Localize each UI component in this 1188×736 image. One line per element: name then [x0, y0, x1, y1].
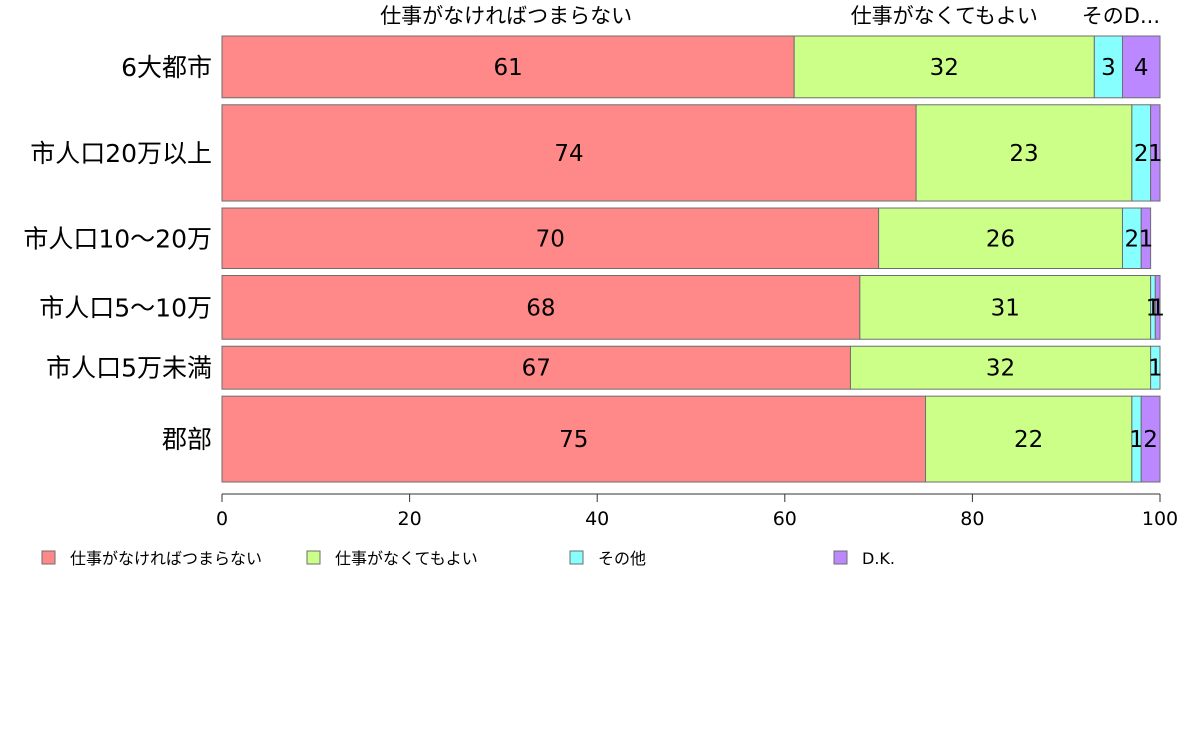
category-label: 市人口5万未満 [46, 354, 212, 383]
legend-label: D.K. [862, 549, 895, 568]
bar-value-label: 2 [1134, 141, 1149, 167]
legend-swatch [569, 550, 584, 565]
bar-value-label: 22 [1014, 427, 1043, 453]
legend-swatch [306, 550, 321, 565]
bar-segment [793, 35, 1095, 99]
bar-value-label: 68 [526, 295, 555, 321]
legend-label: 仕事がなくてもよい [335, 549, 478, 568]
bar-segment [1140, 395, 1161, 483]
bar-segment [849, 345, 1152, 390]
bar-value-label: 1 [1148, 141, 1163, 167]
bar-value-label: 3 [1101, 55, 1116, 81]
bar-value-label: 1 [1148, 356, 1163, 382]
bar-value-label: 23 [1009, 141, 1038, 167]
bar-segment [1154, 275, 1161, 340]
x-tick-label: 0 [216, 508, 228, 530]
bar-value-label: 4 [1134, 55, 1149, 81]
bar-value-label: 61 [493, 55, 522, 81]
bar-value-label: 32 [986, 356, 1015, 382]
bar-segment [915, 104, 1133, 202]
top-label: そのD... [1082, 4, 1160, 28]
bar-segment [1121, 35, 1161, 99]
legend: 仕事がなければつまらない 仕事がなくてもよい その他 D.K. [41, 549, 895, 568]
bar-value-label: 74 [554, 141, 583, 167]
category-label: 市人口5〜10万 [39, 293, 212, 322]
bar-segment [859, 275, 1152, 340]
bar-segment [1150, 104, 1161, 202]
legend-label: その他 [598, 549, 646, 568]
bar-value-label: 67 [522, 356, 551, 382]
bar-value-label: 32 [930, 55, 959, 81]
x-axis: 0 20 40 60 80 100 [216, 493, 1178, 530]
bar-segment [221, 207, 880, 270]
x-tick-label: 60 [773, 508, 797, 530]
bar-value-label: 1 [1139, 226, 1154, 252]
bar-segment [221, 395, 926, 483]
legend-swatch [41, 550, 56, 565]
bar-segment [221, 345, 851, 390]
legend-swatch [833, 550, 848, 565]
top-label: 仕事がなければつまらない [380, 4, 632, 28]
bar-value-label: 2 [1125, 226, 1140, 252]
x-tick-label: 100 [1142, 508, 1178, 530]
category-label: 市人口10〜20万 [23, 224, 212, 253]
bar-segment [1140, 207, 1152, 270]
bar-value-label: 26 [986, 226, 1015, 252]
bar-value-label: 31 [991, 295, 1020, 321]
bar-segment [878, 207, 1123, 270]
bar-value-label: 1 [1129, 427, 1144, 453]
bar-value-label: 1 [1150, 295, 1165, 321]
bar-value-label: 70 [536, 226, 565, 252]
x-tick-label: 80 [960, 508, 984, 530]
bar-value-label: 2 [1143, 427, 1158, 453]
bar-segment [1150, 345, 1161, 390]
x-tick-label: 20 [398, 508, 422, 530]
bar-value-label: 75 [559, 427, 588, 453]
x-tick-label: 40 [585, 508, 609, 530]
bar-segment [221, 104, 917, 202]
category-label: 6大都市 [121, 53, 212, 82]
bar-segment [221, 275, 861, 340]
category-label: 市人口20万以上 [30, 139, 212, 168]
top-column-labels: 仕事がなければつまらない 仕事がなくてもよい そのD... [380, 4, 1160, 28]
category-label: 郡部 [162, 425, 212, 454]
bar-segment [1093, 35, 1123, 99]
bar-segment [221, 35, 795, 99]
top-label: 仕事がなくてもよい [851, 4, 1038, 28]
bar-segment [925, 395, 1133, 483]
legend-label: 仕事がなければつまらない [70, 549, 262, 568]
